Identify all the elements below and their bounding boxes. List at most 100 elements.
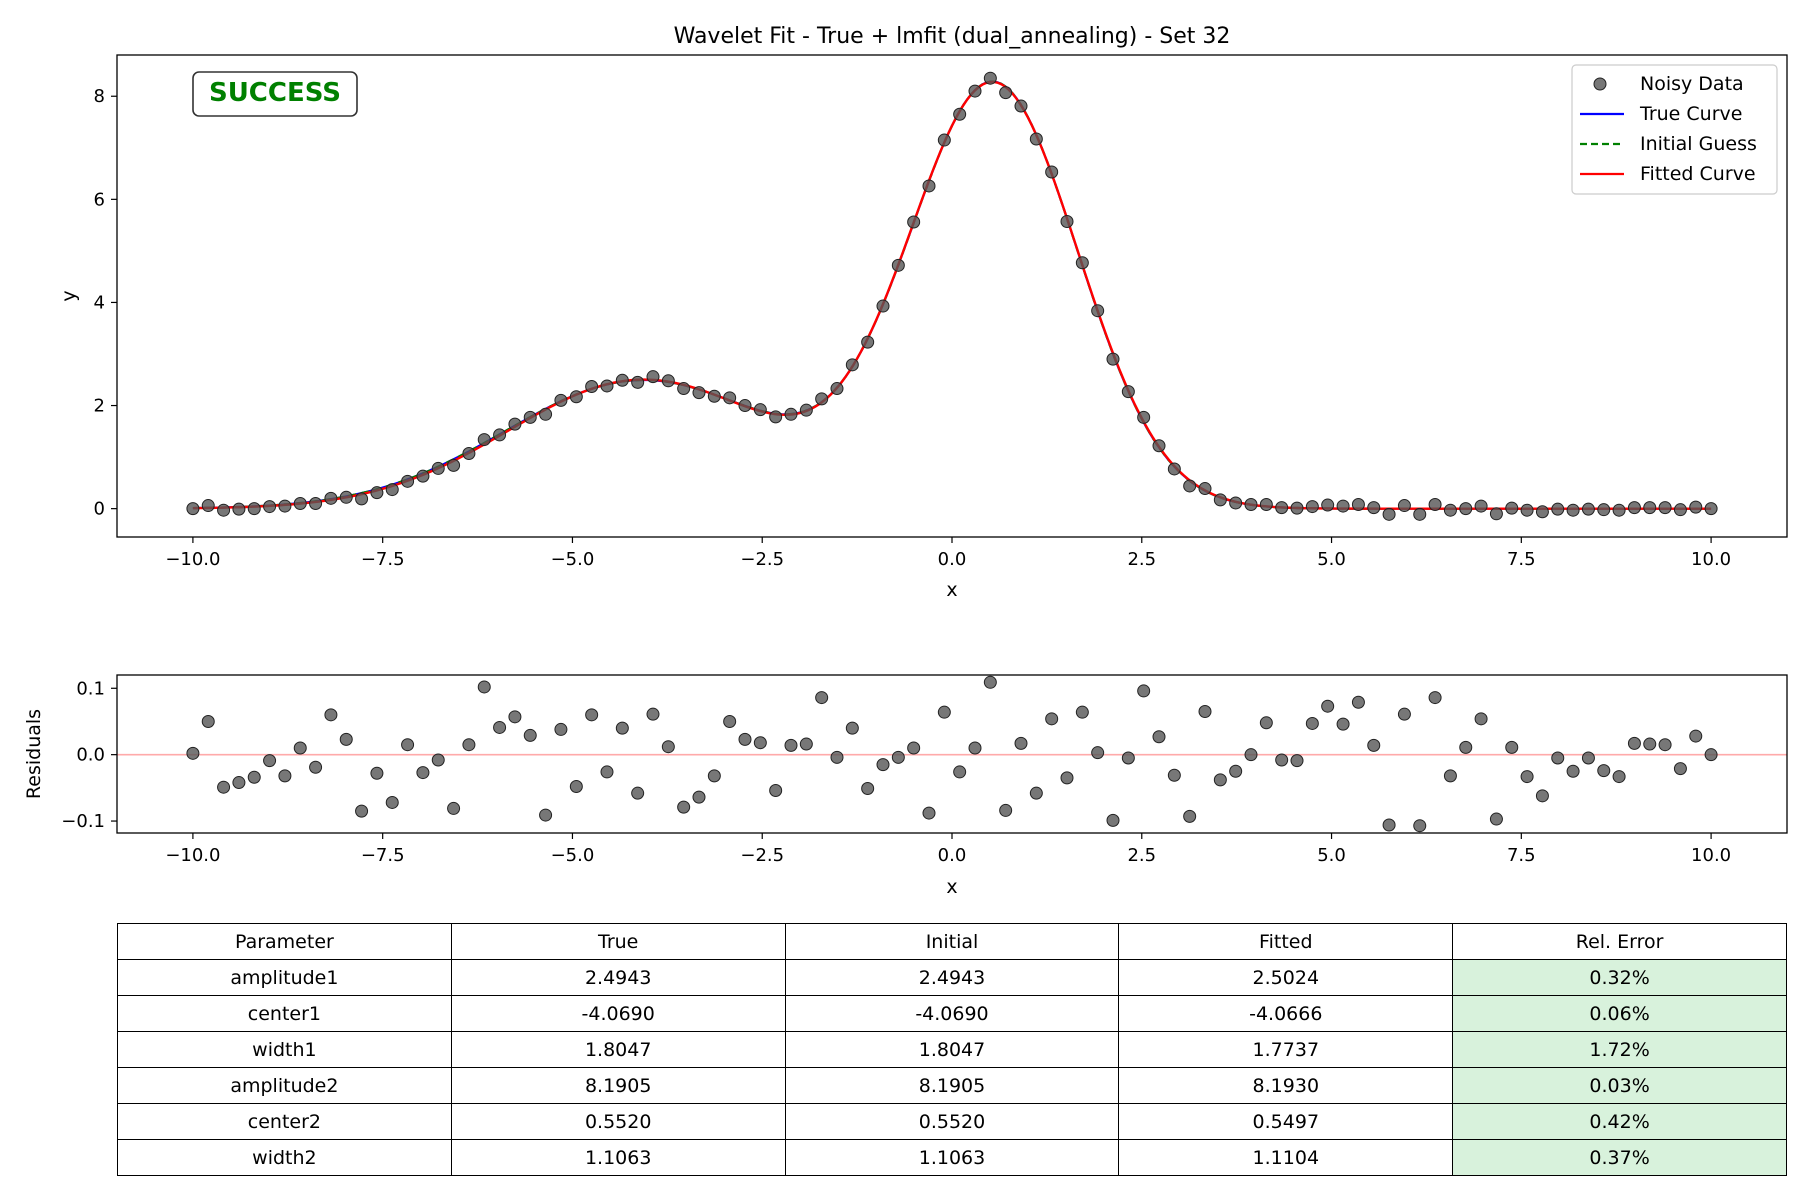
- table-header-row: Parameter True Initial Fitted Rel. Error: [117, 923, 1787, 960]
- data-point: [293, 496, 307, 510]
- residual-point: [1029, 786, 1043, 800]
- residual-point: [968, 741, 982, 755]
- data-point: [1029, 132, 1043, 146]
- residual-point: [1443, 769, 1457, 783]
- data-point: [922, 179, 936, 193]
- residual-point: [922, 806, 936, 820]
- y-tick-label: 0: [94, 499, 105, 520]
- residual-point: [1459, 740, 1473, 754]
- cell-parameter: center2: [117, 1103, 452, 1140]
- data-point: [723, 391, 737, 405]
- x-tick-label: 5.0: [1317, 549, 1346, 570]
- residual-point: [339, 732, 353, 746]
- data-point: [1689, 500, 1703, 514]
- data-point: [968, 84, 982, 98]
- residual-point: [1489, 812, 1503, 826]
- residual-point: [1397, 707, 1411, 721]
- residual-point: [891, 750, 905, 764]
- parameter-table: Parameter True Initial Fitted Rel. Error…: [117, 923, 1787, 1176]
- data-point: [953, 107, 967, 121]
- data-point: [615, 373, 629, 387]
- data-point: [753, 403, 767, 417]
- data-point: [1489, 507, 1503, 521]
- table-row: amplitude2 8.1905 8.1905 8.1930 0.03%: [117, 1067, 1787, 1104]
- residual-point: [1167, 768, 1181, 782]
- data-point: [1014, 99, 1028, 113]
- data-point: [339, 490, 353, 504]
- main-plot: −10.0 −7.5 −5.0 −2.5 0.0 2.5 5.0 7.5 10.0 02468 …: [58, 54, 1788, 601]
- x-tick-label: 5.0: [1317, 845, 1346, 866]
- data-point: [201, 499, 215, 513]
- residual-point: [1551, 751, 1565, 765]
- residual-point: [1014, 736, 1028, 750]
- residual-y-ticks: 0.1 0.0 −0.1: [61, 678, 117, 832]
- cell-fitted: 2.5024: [1118, 959, 1454, 996]
- residual-point: [861, 782, 875, 796]
- header-fitted: Fitted: [1118, 923, 1454, 960]
- x-tick-label: 7.5: [1507, 845, 1536, 866]
- cell-initial: 1.1063: [784, 1139, 1120, 1176]
- figure-canvas: Wavelet Fit - True + lmfit (dual_anneali…: [23, 24, 1788, 898]
- data-point: [707, 389, 721, 403]
- data-point: [1581, 502, 1595, 516]
- residual-point: [416, 766, 430, 780]
- data-point: [447, 458, 461, 472]
- data-point: [1612, 503, 1626, 517]
- residual-point: [324, 708, 338, 722]
- residual-point: [554, 722, 568, 736]
- residual-point: [600, 765, 614, 779]
- residual-point: [907, 741, 921, 755]
- data-point: [1259, 498, 1273, 512]
- residual-point: [477, 680, 491, 694]
- residual-point: [1137, 684, 1151, 698]
- cell-rel-error: 0.03%: [1452, 1067, 1787, 1104]
- residual-point: [999, 803, 1013, 817]
- data-point: [508, 417, 522, 431]
- data-point: [1597, 503, 1611, 517]
- main-y-ticks: 0 2 4 6 8: [94, 86, 117, 520]
- chart-title: Wavelet Fit - True + lmfit (dual_anneali…: [674, 24, 1231, 49]
- legend-entry: Noisy Data: [1593, 73, 1744, 95]
- residual-point: [1581, 751, 1595, 765]
- residual-point: [723, 714, 737, 728]
- residual-point: [953, 765, 967, 779]
- data-point: [585, 379, 599, 393]
- initial-guess-curve: [192, 80, 1712, 510]
- data-point: [891, 258, 905, 272]
- residual-point: [615, 721, 629, 735]
- data-point: [401, 474, 415, 488]
- residual-point: [1305, 716, 1319, 730]
- residual-points: [186, 675, 1718, 833]
- status-badge-box: [192, 71, 358, 117]
- data-point: [861, 335, 875, 349]
- data-point: [999, 86, 1013, 100]
- cell-parameter: center1: [117, 995, 452, 1032]
- y-tick-label: 6: [94, 189, 105, 210]
- residual-point: [1106, 813, 1120, 827]
- y-tick-label: 0.0: [76, 745, 105, 766]
- residual-point: [201, 714, 215, 728]
- data-point: [1658, 501, 1672, 515]
- cell-true: 0.5520: [450, 1103, 786, 1140]
- residual-point: [937, 705, 951, 719]
- data-point: [1459, 502, 1473, 516]
- legend-entry: Fitted Curve: [1580, 163, 1756, 185]
- data-point: [1413, 507, 1427, 521]
- data-point: [1443, 503, 1457, 517]
- main-curves: [192, 80, 1712, 510]
- residual-point: [1213, 773, 1227, 787]
- y-tick-label: 2: [94, 396, 105, 417]
- data-point: [1152, 439, 1166, 453]
- residual-point: [1474, 712, 1488, 726]
- cell-initial: 1.8047: [784, 1031, 1120, 1068]
- data-point: [1198, 482, 1212, 496]
- x-tick-label: −10.0: [165, 549, 220, 570]
- data-point: [1382, 507, 1396, 521]
- data-point: [1351, 498, 1365, 512]
- x-tick-label: −7.5: [361, 845, 405, 866]
- cell-fitted: 8.1930: [1118, 1067, 1454, 1104]
- status-badge-label: SUCCESS: [209, 78, 341, 108]
- data-point: [661, 374, 675, 388]
- data-point: [309, 496, 323, 510]
- residual-point: [1152, 730, 1166, 744]
